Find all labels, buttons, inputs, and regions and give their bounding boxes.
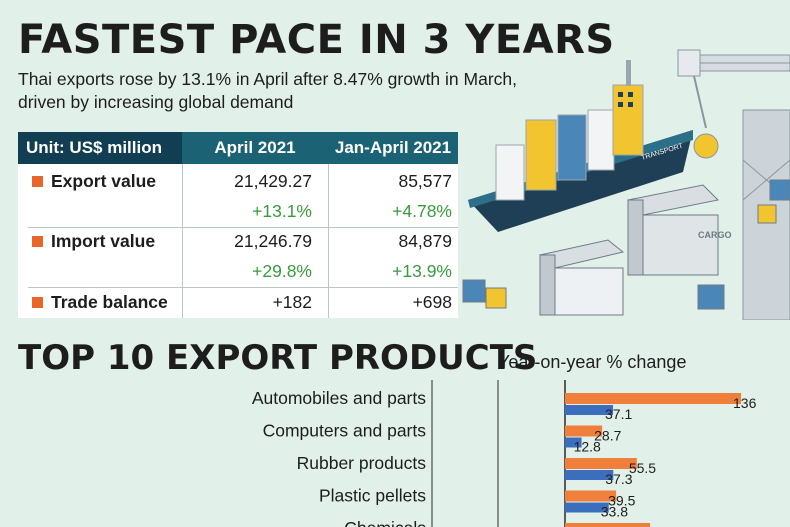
column-divider bbox=[328, 164, 329, 318]
container-text: CARGO bbox=[698, 230, 732, 240]
bar-blue bbox=[565, 437, 582, 448]
bullet-square-icon bbox=[32, 236, 43, 247]
export-jan-april-change: +4.78% bbox=[392, 201, 452, 221]
category-label: Chemicals bbox=[344, 518, 426, 527]
bar-orange bbox=[565, 393, 741, 404]
export-products-chart: Automobiles and parts 136 37.1 Computers an… bbox=[252, 380, 757, 527]
import-jan-april-value: 84,879 bbox=[398, 231, 452, 251]
value-label: 39.5 bbox=[608, 493, 635, 509]
bullet-square-icon bbox=[32, 176, 43, 187]
cargo-containers: CARGO bbox=[462, 179, 790, 316]
trade-table: Unit: US$ million April 2021 Jan-April 2… bbox=[18, 132, 458, 318]
value-label: 33.8 bbox=[601, 504, 628, 520]
jan-april-2021-header: Jan-April 2021 bbox=[334, 138, 452, 157]
bar-blue bbox=[565, 405, 614, 415]
trade-balance-label: Trade balance bbox=[32, 287, 182, 317]
value-label: 37.1 bbox=[605, 406, 632, 422]
balance-april-value: +182 bbox=[272, 292, 312, 312]
value-label: 37.3 bbox=[605, 471, 632, 487]
bar-orange bbox=[565, 425, 603, 437]
export-april-value: 21,429.27 bbox=[234, 171, 312, 191]
export-value-label: Export value bbox=[32, 166, 182, 196]
export-april-change: +13.1% bbox=[252, 201, 312, 221]
import-value-label: Import value bbox=[32, 226, 182, 256]
unit-header: Unit: US$ million bbox=[18, 132, 182, 164]
row-divider bbox=[28, 227, 458, 228]
category-label: Computers and parts bbox=[263, 421, 427, 441]
bar-orange bbox=[565, 490, 617, 502]
headline: FASTEST PACE IN 3 YEARS bbox=[18, 17, 615, 63]
cargo-ship-illustration: TRANSPORT CARGO bbox=[462, 49, 790, 320]
yoy-note: Year-on-year % change bbox=[498, 352, 687, 372]
table-header: Unit: US$ million April 2021 Jan-April 2… bbox=[18, 132, 458, 164]
bullet-square-icon bbox=[32, 297, 43, 308]
category-label: Rubber products bbox=[297, 453, 427, 473]
bar-orange bbox=[565, 523, 651, 527]
category-label: Plastic pellets bbox=[319, 486, 426, 506]
value-label: 65.7 bbox=[642, 525, 669, 527]
row-divider bbox=[28, 287, 458, 288]
export-jan-april-value: 85,577 bbox=[398, 171, 452, 191]
value-label: 55.5 bbox=[629, 460, 656, 476]
import-april-value: 21,246.79 bbox=[234, 231, 312, 251]
value-label: 28.7 bbox=[594, 428, 621, 444]
top-products-title: TOP 10 EXPORT PRODUCTS bbox=[18, 338, 538, 378]
column-divider bbox=[182, 164, 183, 318]
cargo-ship: TRANSPORT bbox=[468, 60, 693, 232]
bar-orange bbox=[565, 458, 637, 469]
category-label: Automobiles and parts bbox=[252, 388, 426, 408]
subtitle: Thai exports rose by 13.1% in April afte… bbox=[18, 69, 517, 112]
bar-blue bbox=[565, 470, 614, 480]
value-label: 136 bbox=[733, 395, 757, 411]
april-2021-header: April 2021 bbox=[214, 138, 296, 157]
bar-blue bbox=[565, 502, 609, 513]
value-label: 12.8 bbox=[574, 439, 601, 455]
balance-jan-april-value: +698 bbox=[412, 292, 452, 312]
import-jan-april-change: +13.9% bbox=[392, 261, 452, 281]
import-april-change: +29.8% bbox=[252, 261, 312, 281]
